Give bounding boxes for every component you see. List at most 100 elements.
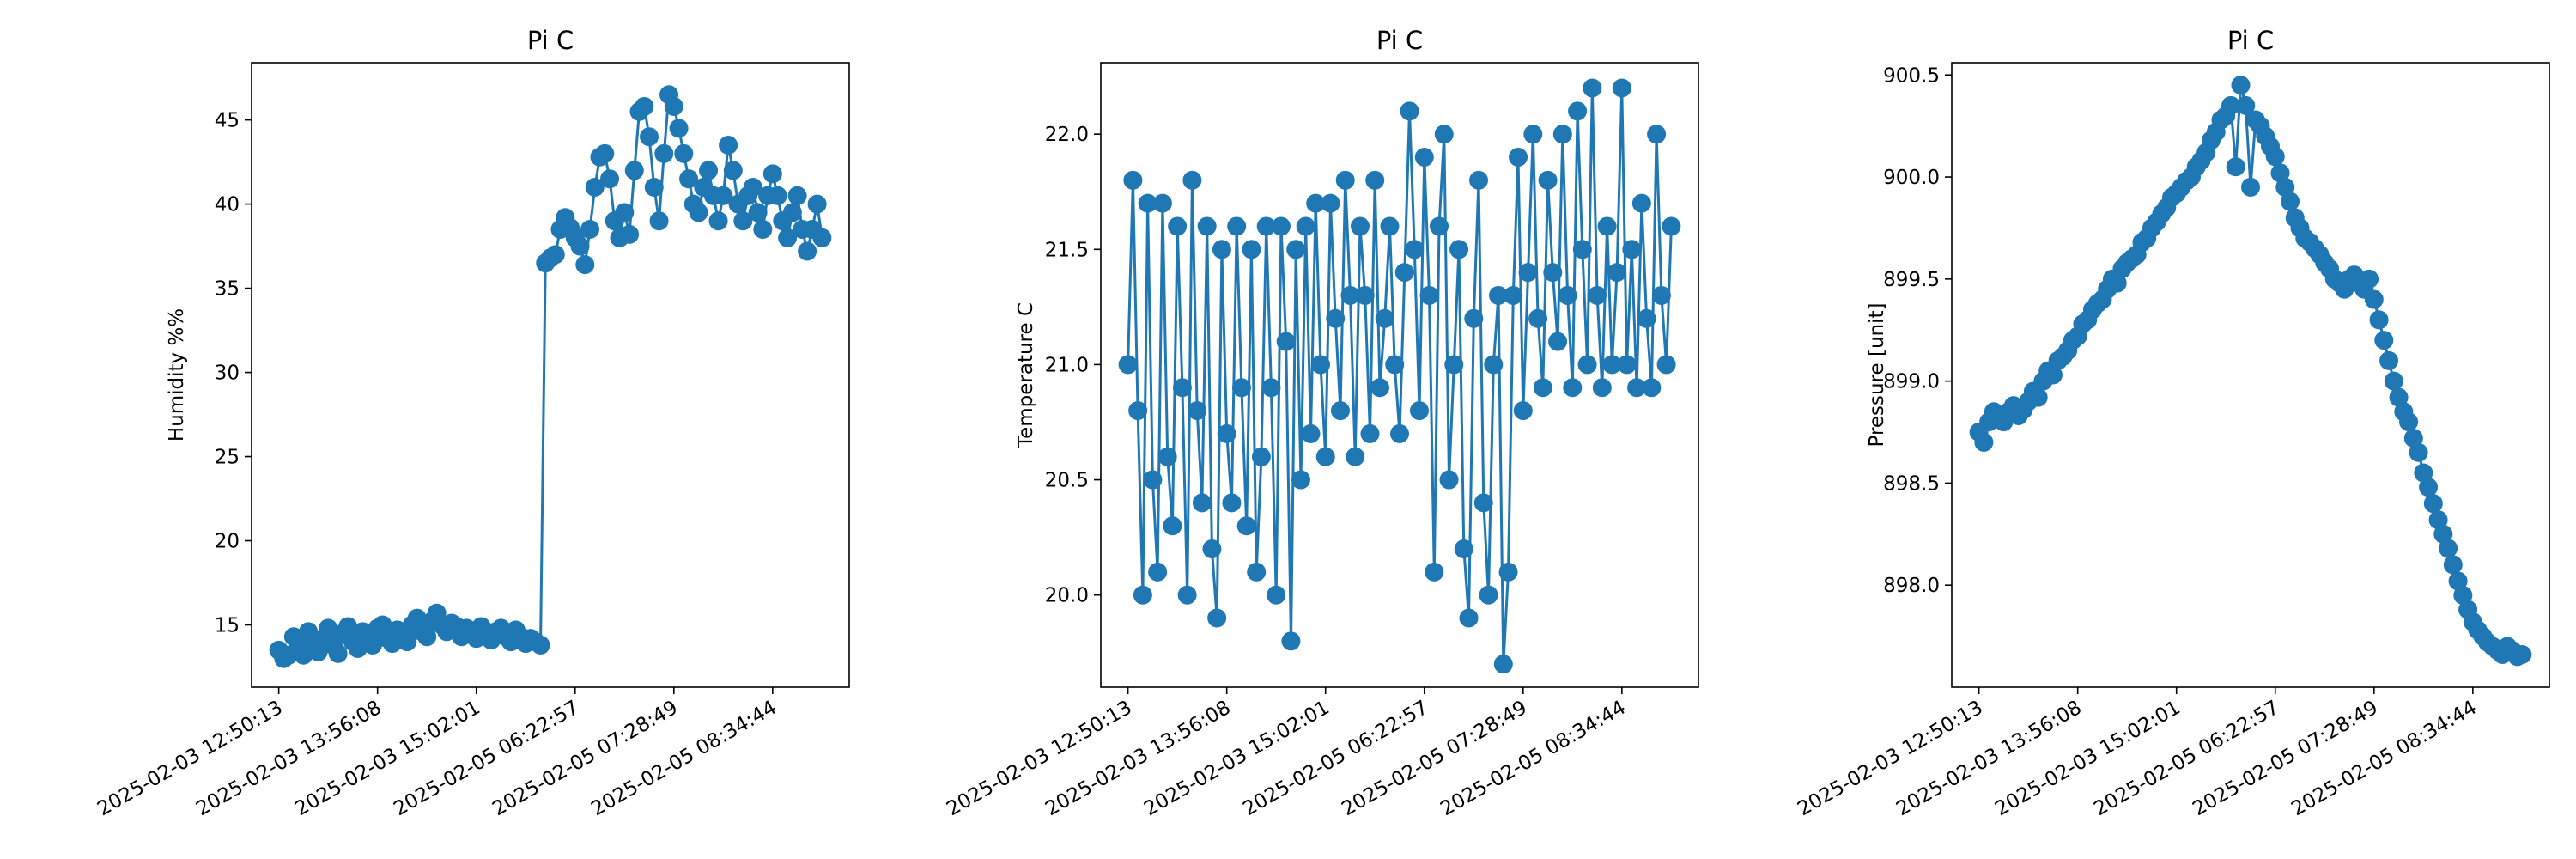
y-axis-label: Pressure [unit] [1866,302,1888,447]
data-point [2369,310,2389,330]
data-point [1974,432,1994,452]
data-point [782,203,802,222]
data-point [649,211,669,231]
data-point [1469,170,1489,190]
data-point [1647,125,1667,144]
data-point [1583,78,1602,98]
data-point [2433,524,2453,544]
data-point [570,236,590,256]
data-point [545,245,565,265]
x-tick-label: 2025-02-03 12:50:13 [943,697,1136,821]
x-tick-label: 2025-02-05 06:22:57 [1239,697,1432,821]
data-point [1588,285,1607,305]
data-point [1251,447,1271,466]
data-point [1385,355,1405,375]
x-tick-label: 2025-02-03 15:02:01 [1140,697,1334,821]
data-point [1538,170,1558,190]
axes-frame [251,62,850,688]
x-tick-label: 2025-02-05 07:28:49 [489,697,682,821]
data-point [2389,387,2409,407]
data-point [748,203,768,222]
x-tick-label: 2025-02-03 12:50:13 [94,697,287,821]
y-tick-label: 899.5 [1883,269,1940,291]
data-point [664,96,683,116]
data-point [1543,263,1563,283]
data-point [1479,585,1498,605]
data-point [1276,332,1296,351]
data-point [1489,285,1509,305]
data-point [600,169,620,189]
data-point [654,143,674,163]
data-point [1227,216,1247,236]
data-point [1355,285,1375,305]
chart-title: Pi C [527,26,574,55]
data-point [1256,216,1276,236]
data-point [1172,378,1192,398]
data-point [1315,447,1335,466]
data-point [1498,562,1518,582]
data-point [674,143,694,163]
data-point [2226,157,2245,177]
data-point [669,119,689,138]
x-tick-label: 2025-02-03 13:56:08 [192,697,386,821]
data-point [2384,371,2403,391]
data-point [1572,240,1592,259]
data-point [1592,378,1612,398]
data-point [1617,355,1637,375]
data-point [1310,355,1330,375]
data-point [644,178,664,198]
data-point [1394,263,1414,283]
data-point [635,96,654,116]
subplot: Pi C Pressure [unit] 898.0 898.5 899.0 899.5 9… [1794,26,2550,821]
data-point [812,228,832,247]
data-point [2399,412,2419,432]
data-point [1651,285,1671,305]
data-point [1380,216,1400,236]
data-point [1631,193,1651,213]
data-point [2275,177,2295,197]
data-point [2512,644,2532,664]
data-point [1405,240,1425,259]
data-point [531,636,550,655]
y-tick-label: 20.0 [1045,585,1089,607]
data-point [807,194,827,214]
data-point [2448,571,2468,591]
data-point [1168,216,1188,236]
data-point [1197,216,1217,236]
data-point [1434,125,1454,144]
data-point [1207,608,1227,628]
data-point [1118,355,1138,375]
data-point [1504,285,1523,305]
data-point [1212,240,1231,259]
x-tick-label: 2025-02-05 08:34:44 [587,697,781,821]
data-point [2231,76,2251,95]
data-point [2439,539,2458,558]
y-tick-label: 40 [215,194,240,216]
x-tick-label: 2025-02-03 13:56:08 [1042,697,1235,821]
x-tick-label: 2025-02-03 13:56:08 [1893,697,2086,821]
axes-frame [1951,62,2550,688]
data-point [1390,423,1409,443]
data-point [1627,378,1647,398]
data-point [1321,193,1340,213]
data-point [1563,378,1583,398]
data-point [1202,539,1222,559]
data-point [679,169,699,189]
data-point [2419,478,2439,497]
data-point [1350,216,1370,236]
data-point [1622,240,1642,259]
y-tick-label: 899.0 [1883,371,1940,393]
y-tick-label: 898.5 [1883,472,1940,495]
x-tick-label: 2025-02-03 15:02:01 [1991,697,2184,821]
data-point [689,203,708,222]
data-point [362,636,382,655]
data-point [1518,263,1538,283]
data-point [1143,470,1163,490]
data-point [1430,216,1449,236]
data-point [1425,562,1444,582]
data-point [1558,285,1577,305]
data-point [1439,470,1459,490]
data-point [620,224,640,244]
data-point [1138,193,1157,213]
y-tick-label: 21.0 [1045,354,1089,376]
